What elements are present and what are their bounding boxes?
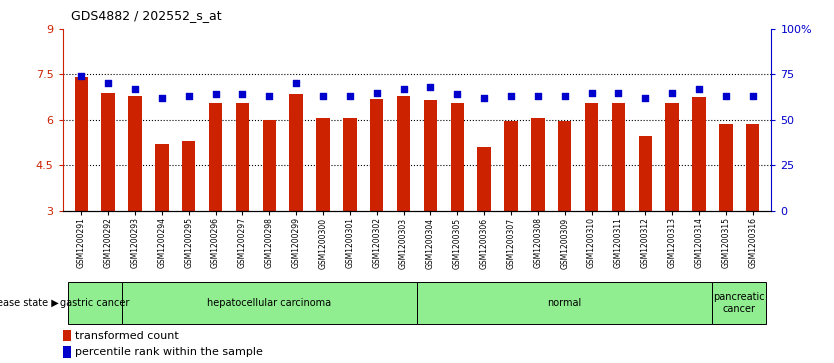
- Bar: [424, 100, 437, 211]
- Point: [128, 86, 142, 92]
- Bar: [558, 121, 571, 211]
- Point: [611, 90, 625, 95]
- Point: [666, 90, 679, 95]
- Text: gastric cancer: gastric cancer: [60, 298, 129, 308]
- Text: hepatocellular carcinoma: hepatocellular carcinoma: [208, 298, 331, 308]
- Point: [370, 90, 384, 95]
- Point: [558, 93, 571, 99]
- Bar: [343, 118, 357, 211]
- Point: [209, 91, 223, 97]
- Point: [182, 93, 195, 99]
- Bar: [370, 99, 384, 211]
- Point: [263, 93, 276, 99]
- Bar: [68, 282, 122, 325]
- Bar: [263, 120, 276, 211]
- Bar: [450, 103, 464, 211]
- Text: percentile rank within the sample: percentile rank within the sample: [74, 347, 263, 357]
- Bar: [666, 103, 679, 211]
- Point: [531, 93, 545, 99]
- Bar: [712, 282, 766, 325]
- Text: transformed count: transformed count: [74, 331, 178, 341]
- Text: disease state ▶: disease state ▶: [0, 298, 58, 308]
- Bar: [692, 97, 706, 211]
- Bar: [208, 103, 223, 211]
- Point: [236, 91, 249, 97]
- Bar: [155, 144, 168, 211]
- Bar: [63, 346, 71, 358]
- Bar: [102, 93, 115, 211]
- Bar: [746, 125, 760, 211]
- Bar: [477, 147, 491, 211]
- Point: [102, 81, 115, 86]
- Bar: [531, 118, 545, 211]
- Bar: [128, 95, 142, 211]
- Bar: [122, 282, 417, 325]
- Point: [424, 84, 437, 90]
- Point: [289, 81, 303, 86]
- Bar: [639, 136, 652, 211]
- Point: [155, 95, 168, 101]
- Point: [344, 93, 357, 99]
- Bar: [289, 94, 303, 211]
- Bar: [585, 103, 598, 211]
- Bar: [74, 77, 88, 211]
- Point: [397, 86, 410, 92]
- Bar: [611, 103, 626, 211]
- Text: pancreatic
cancer: pancreatic cancer: [713, 292, 765, 314]
- Point: [450, 91, 464, 97]
- Bar: [182, 141, 195, 211]
- Text: GDS4882 / 202552_s_at: GDS4882 / 202552_s_at: [71, 9, 222, 22]
- Bar: [397, 95, 410, 211]
- Point: [719, 93, 732, 99]
- Point: [639, 95, 652, 101]
- Point: [505, 93, 518, 99]
- Point: [316, 93, 329, 99]
- Text: normal: normal: [548, 298, 582, 308]
- Point: [692, 86, 706, 92]
- Bar: [63, 330, 71, 341]
- Point: [75, 73, 88, 79]
- Point: [746, 93, 759, 99]
- Bar: [719, 125, 732, 211]
- Bar: [417, 282, 712, 325]
- Point: [585, 90, 598, 95]
- Bar: [316, 118, 329, 211]
- Point: [477, 95, 490, 101]
- Bar: [505, 121, 518, 211]
- Bar: [236, 103, 249, 211]
